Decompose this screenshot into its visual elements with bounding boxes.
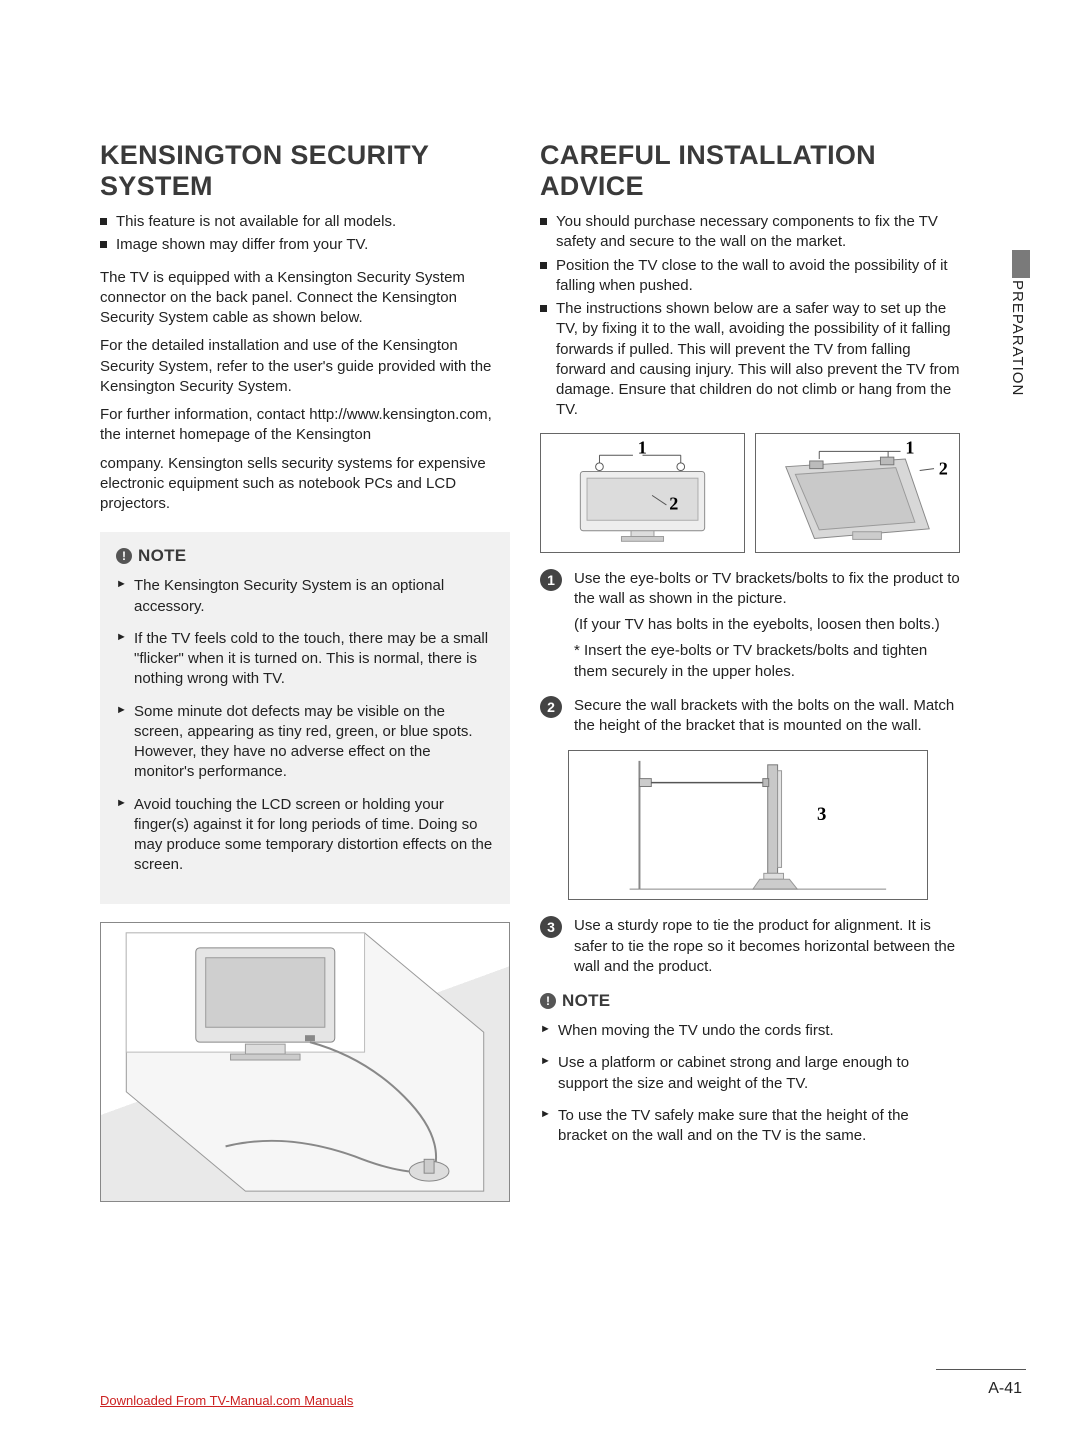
right-column: CAREFUL INSTALLATION ADVICE You should p…	[540, 140, 960, 1202]
bracket-diagram-eyebolt: 1 2	[540, 433, 745, 553]
kensington-diagram	[100, 922, 510, 1202]
list-item: To use the TV safely make sure that the …	[540, 1106, 960, 1147]
step-subtext: (If your TV has bolts in the eyebolts, l…	[574, 615, 960, 635]
step-text: Secure the wall brackets with the bolts …	[574, 696, 960, 737]
body-paragraph: For further information, contact http://…	[100, 405, 510, 446]
note-box-right: ! NOTE When moving the TV undo the cords…	[540, 991, 960, 1146]
note-title: NOTE	[138, 546, 186, 566]
list-item: Position the TV close to the wall to avo…	[540, 256, 960, 297]
list-item: This feature is not available for all mo…	[100, 212, 510, 232]
left-column: KENSINGTON SECURITY SYSTEM This feature …	[100, 140, 510, 1202]
side-section-label: PREPARATION	[1009, 280, 1026, 396]
step-main: Use the eye-bolts or TV brackets/bolts t…	[574, 570, 960, 607]
step-text: Use a sturdy rope to tie the product for…	[574, 916, 960, 977]
diagram-label-1: 1	[905, 438, 914, 457]
diagram-label-1: 1	[638, 438, 647, 457]
diagram-label-2: 2	[939, 458, 948, 478]
list-item: Image shown may differ from your TV.	[100, 235, 510, 255]
installation-advice-list: You should purchase necessary components…	[540, 212, 960, 421]
installation-heading: CAREFUL INSTALLATION ADVICE	[540, 140, 960, 202]
list-item: Avoid touching the LCD screen or holding…	[116, 795, 494, 876]
list-item: The instructions shown below are a safer…	[540, 299, 960, 421]
note-icon: !	[116, 548, 132, 564]
note-header: ! NOTE	[540, 991, 960, 1011]
page-number: A-41	[988, 1380, 1022, 1398]
list-item: Some minute dot defects may be visible o…	[116, 702, 494, 783]
step-asterisk: * Insert the eye-bolts or TV brackets/bo…	[574, 641, 960, 682]
diagram-label-2: 2	[669, 493, 678, 513]
note-list: When moving the TV undo the cords first.…	[540, 1021, 960, 1146]
step-number-icon: 2	[540, 696, 562, 718]
step-number-icon: 1	[540, 569, 562, 591]
list-item: When moving the TV undo the cords first.	[540, 1021, 960, 1041]
footer-link[interactable]: Downloaded From TV-Manual.com Manuals	[100, 1393, 353, 1408]
body-paragraph: company. Kensington sells security syste…	[100, 454, 510, 515]
side-view-diagram: 3	[568, 750, 928, 900]
note-title: NOTE	[562, 991, 610, 1011]
step-text: Use the eye-bolts or TV brackets/bolts t…	[574, 569, 960, 682]
step-number-icon: 3	[540, 916, 562, 938]
bracket-diagrams: 1 2 1	[540, 433, 960, 553]
body-paragraph: For the detailed installation and use of…	[100, 336, 510, 397]
list-item: If the TV feels cold to the touch, there…	[116, 629, 494, 690]
step-3: 3 Use a sturdy rope to tie the product f…	[540, 916, 960, 977]
note-icon: !	[540, 993, 556, 1009]
kensington-heading: KENSINGTON SECURITY SYSTEM	[100, 140, 510, 202]
page-content: KENSINGTON SECURITY SYSTEM This feature …	[100, 140, 990, 1202]
page-rule	[936, 1369, 1026, 1370]
bracket-diagram-rear: 1 2	[755, 433, 960, 553]
step-2: 2 Secure the wall brackets with the bolt…	[540, 696, 960, 737]
list-item: Use a platform or cabinet strong and lar…	[540, 1053, 960, 1094]
list-item: You should purchase necessary components…	[540, 212, 960, 253]
diagram-label-3: 3	[817, 804, 826, 825]
note-list: The Kensington Security System is an opt…	[116, 576, 494, 875]
kensington-feature-list: This feature is not available for all mo…	[100, 212, 510, 256]
side-tab-marker	[1012, 250, 1030, 278]
body-paragraph: The TV is equipped with a Kensington Sec…	[100, 268, 510, 329]
list-item: The Kensington Security System is an opt…	[116, 576, 494, 617]
note-header: ! NOTE	[116, 546, 494, 566]
step-1: 1 Use the eye-bolts or TV brackets/bolts…	[540, 569, 960, 682]
note-box-left: ! NOTE The Kensington Security System is…	[100, 532, 510, 903]
